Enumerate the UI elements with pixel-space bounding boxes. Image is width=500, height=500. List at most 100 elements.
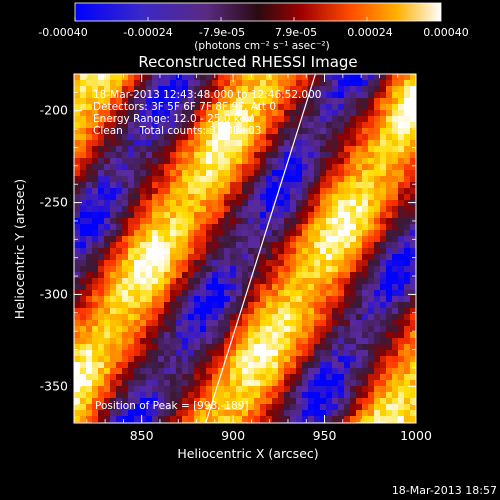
heatmap-cell <box>368 200 375 207</box>
heatmap-cell <box>320 86 327 93</box>
heatmap-cell <box>200 248 207 255</box>
heatmap-cell <box>146 236 153 243</box>
heatmap-cell <box>326 140 333 147</box>
heatmap-cell <box>254 266 261 273</box>
heatmap-cell <box>152 122 159 129</box>
heatmap-cell <box>218 164 225 171</box>
heatmap-cell <box>296 86 303 93</box>
heatmap-cell <box>104 320 111 327</box>
heatmap-cell <box>74 320 81 327</box>
heatmap-cell <box>362 80 369 87</box>
heatmap-cell <box>404 260 411 267</box>
heatmap-cell <box>326 338 333 345</box>
heatmap-cell <box>182 338 189 345</box>
heatmap-cell <box>164 152 171 159</box>
heatmap-cell <box>176 410 183 417</box>
heatmap-cell <box>302 92 309 99</box>
heatmap-cell <box>92 332 99 339</box>
heatmap-cell <box>86 356 93 363</box>
heatmap-cell <box>290 200 297 207</box>
heatmap-cell <box>290 392 297 399</box>
heatmap-cell <box>356 236 363 243</box>
heatmap-cell <box>170 308 177 315</box>
heatmap-cell <box>200 254 207 261</box>
heatmap-cell <box>308 164 315 171</box>
heatmap-cell <box>404 410 411 417</box>
heatmap-cell <box>278 308 285 315</box>
heatmap-cell <box>170 74 177 81</box>
heatmap-cell <box>332 140 339 147</box>
heatmap-cell <box>284 386 291 393</box>
heatmap-cell <box>398 80 405 87</box>
heatmap-cell <box>206 200 213 207</box>
heatmap-cell <box>170 242 177 249</box>
heatmap-cell <box>218 410 225 417</box>
heatmap-cell <box>302 368 309 375</box>
heatmap-cell <box>278 86 285 93</box>
heatmap-cell <box>320 92 327 99</box>
heatmap-cell <box>170 224 177 231</box>
heatmap-cell <box>320 266 327 273</box>
heatmap-cell <box>320 218 327 225</box>
heatmap-cell <box>230 134 237 141</box>
x-axis-label: Heliocentric X (arcsec) <box>177 446 318 461</box>
heatmap-cell <box>296 152 303 159</box>
heatmap-cell <box>152 350 159 357</box>
heatmap-cell <box>206 380 213 387</box>
heatmap-cell <box>206 398 213 405</box>
heatmap-cell <box>182 92 189 99</box>
heatmap-cell <box>284 314 291 321</box>
heatmap-cell <box>332 236 339 243</box>
heatmap-cell <box>320 170 327 177</box>
heatmap-cell <box>326 110 333 117</box>
heatmap-cell <box>338 110 345 117</box>
heatmap-cell <box>86 116 93 123</box>
heatmap-cell <box>200 362 207 369</box>
heatmap-cell <box>260 260 267 267</box>
heatmap-cell <box>176 104 183 111</box>
heatmap-cell <box>386 170 393 177</box>
heatmap-cell <box>224 128 231 135</box>
heatmap-cell <box>284 212 291 219</box>
heatmap-cell <box>266 146 273 153</box>
heatmap-cell <box>290 266 297 273</box>
heatmap-cell <box>152 80 159 87</box>
heatmap-cell <box>200 374 207 381</box>
heatmap-cell <box>410 104 416 111</box>
heatmap-cell <box>374 212 381 219</box>
heatmap-cell <box>308 392 315 399</box>
heatmap-cell <box>224 116 231 123</box>
heatmap-cell <box>332 302 339 309</box>
heatmap-cell <box>236 194 243 201</box>
heatmap-cell <box>398 128 405 135</box>
heatmap-cell <box>410 278 416 285</box>
heatmap-cell <box>344 218 351 225</box>
heatmap-cell <box>122 344 129 351</box>
heatmap-cell <box>242 374 249 381</box>
heatmap-cell <box>296 386 303 393</box>
heatmap-cell <box>230 158 237 165</box>
heatmap-cell <box>182 278 189 285</box>
heatmap-cell <box>104 392 111 399</box>
heatmap-cell <box>194 218 201 225</box>
heatmap-cell <box>314 104 321 111</box>
heatmap-cell <box>344 128 351 135</box>
heatmap-cell <box>332 374 339 381</box>
heatmap-cell <box>320 386 327 393</box>
heatmap-cell <box>170 134 177 141</box>
heatmap-cell <box>236 416 243 423</box>
heatmap-cell <box>104 158 111 165</box>
heatmap-cell <box>278 332 285 339</box>
heatmap-cell <box>398 326 405 333</box>
heatmap-cell <box>128 338 135 345</box>
heatmap-cell <box>314 188 321 195</box>
heatmap-cell <box>368 302 375 309</box>
heatmap-cell <box>110 302 117 309</box>
heatmap-cell <box>146 98 153 105</box>
heatmap-cell <box>254 86 261 93</box>
heatmap-cell <box>332 86 339 93</box>
heatmap-cell <box>194 416 201 423</box>
heatmap-cell <box>128 194 135 201</box>
heatmap-cell <box>122 254 129 261</box>
heatmap-cell <box>356 410 363 417</box>
